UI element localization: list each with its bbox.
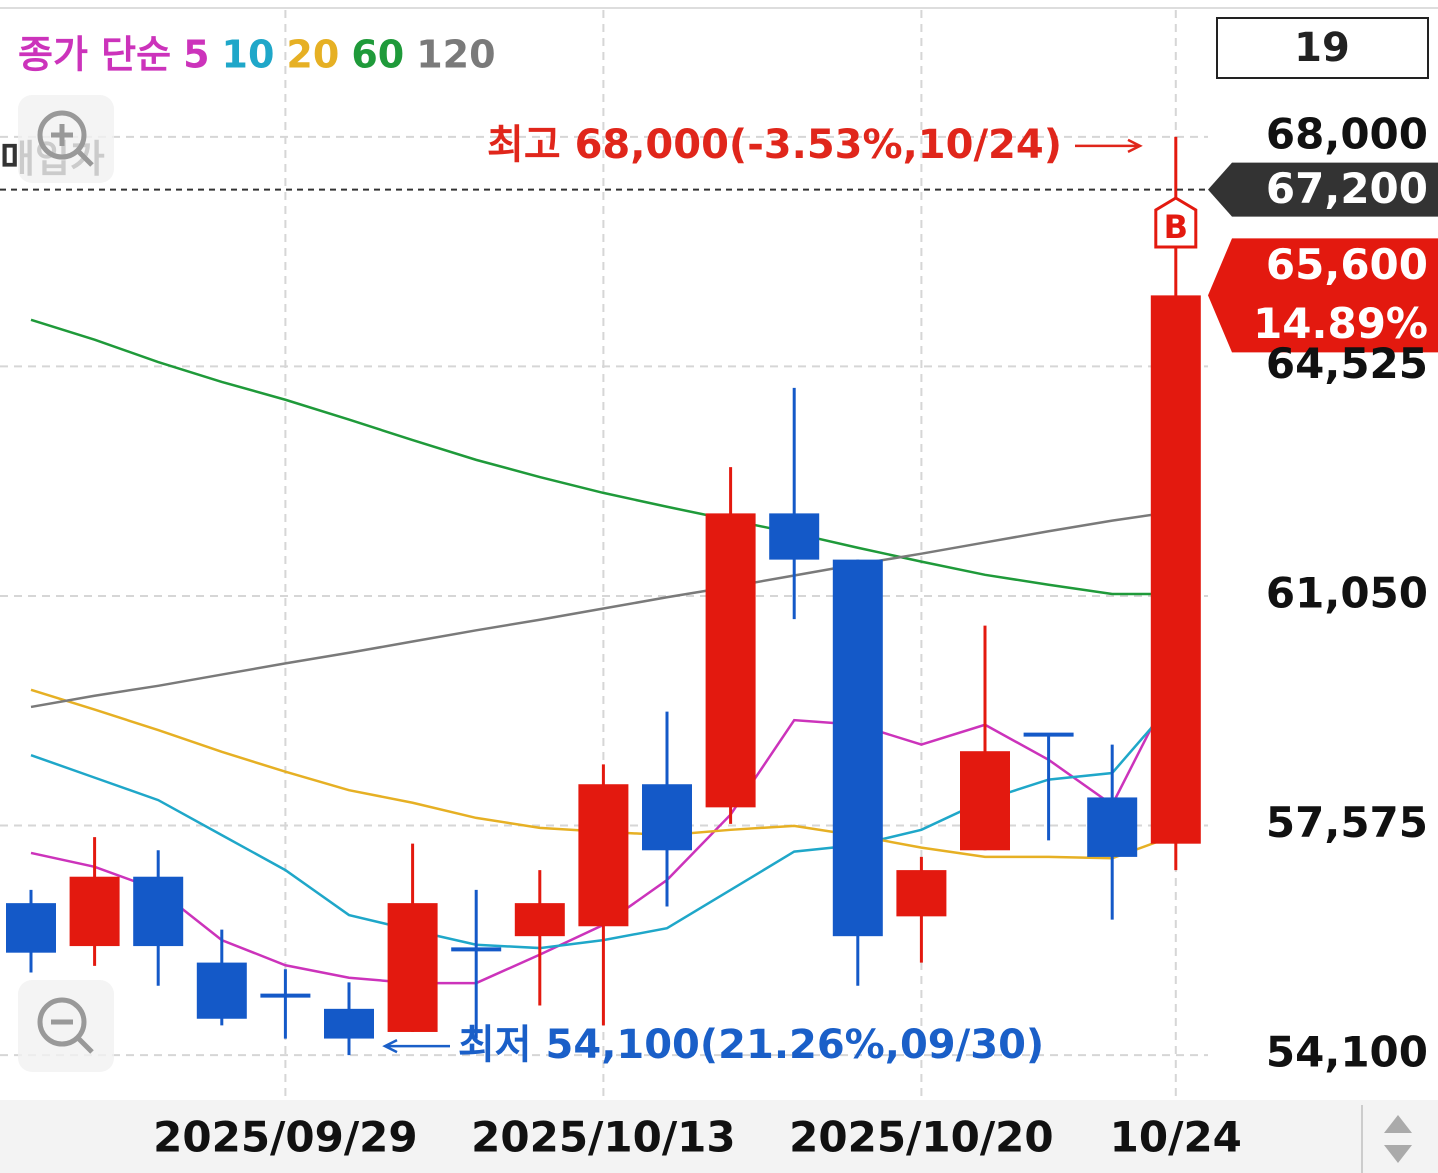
arrow-up[interactable] (1384, 1115, 1412, 1133)
candle-body (769, 513, 820, 560)
current-change: 14.89% (1253, 299, 1428, 348)
candle-body (642, 784, 692, 851)
legend-entry: 120 (416, 33, 495, 77)
candle-body (6, 903, 56, 953)
legend-entry: 5 (183, 33, 209, 77)
zoom-in-glyph[interactable] (51, 124, 94, 167)
current-value: 65,600 (1266, 240, 1428, 289)
ma-line (30, 510, 1176, 709)
legend-entry: 20 (286, 33, 339, 77)
high-arrow (1075, 138, 1143, 153)
candle-body (960, 751, 1010, 851)
purchase-tag (1208, 162, 1438, 217)
candles (6, 136, 1201, 1056)
candle-body (1150, 295, 1201, 844)
period-box[interactable] (1216, 17, 1429, 79)
candle-body (514, 903, 565, 937)
buy-marker (1154, 196, 1198, 249)
current-tag (1208, 238, 1438, 353)
arrow-down[interactable] (1384, 1145, 1412, 1163)
low-annotation: 최저 54,100(21.26%,09/30) (458, 1022, 1044, 1068)
legend-entry: 종가 단순 (18, 33, 171, 77)
purchase-value: 67,200 (1266, 164, 1428, 213)
y-tick-label: 64,525 (1266, 339, 1428, 388)
zoom-out[interactable] (18, 980, 114, 1072)
candle-body (69, 876, 120, 947)
scroll-arrows[interactable] (1361, 1105, 1412, 1173)
candle-body (1087, 797, 1138, 857)
candle-body (196, 962, 247, 1019)
low-arrow (382, 1038, 450, 1054)
candle-body (324, 1008, 374, 1039)
y-tick-label: 57,575 (1266, 798, 1428, 847)
candle-body (578, 784, 629, 927)
candle-body (832, 559, 883, 937)
zoom-out-bg[interactable] (18, 980, 114, 1072)
high-annotation: 최고 68,000(-3.53%,10/24) (487, 122, 1062, 168)
y-tick-label: 61,050 (1266, 568, 1428, 617)
legend-entry: 10 (222, 33, 275, 77)
x-axis-band (0, 1100, 1438, 1173)
zoom-in[interactable] (18, 95, 114, 183)
x-tick-label: 10/24 (1110, 1113, 1242, 1162)
zoom-in-icon[interactable] (37, 110, 87, 160)
candle-body (133, 876, 184, 947)
period-value[interactable]: 19 (1294, 25, 1350, 71)
ma-line (30, 318, 1176, 596)
x-tick-label: 2025/09/29 (153, 1113, 417, 1162)
candle-body (705, 513, 756, 808)
legend-entry: 60 (351, 33, 404, 77)
y-tick-label: 54,100 (1266, 1028, 1428, 1077)
zoom-out-icon[interactable] (37, 997, 87, 1047)
candle-body (896, 870, 947, 917)
zoom-out-glyph[interactable] (51, 1019, 94, 1054)
x-tick-label: 2025/10/20 (789, 1113, 1053, 1162)
buy-marker-label: B (1164, 208, 1188, 246)
y-tick-label: 68,000 (1266, 109, 1428, 158)
x-tick-label: 2025/10/13 (471, 1113, 735, 1162)
candle-body (387, 903, 438, 1032)
zoom-in-bg[interactable] (18, 95, 114, 183)
